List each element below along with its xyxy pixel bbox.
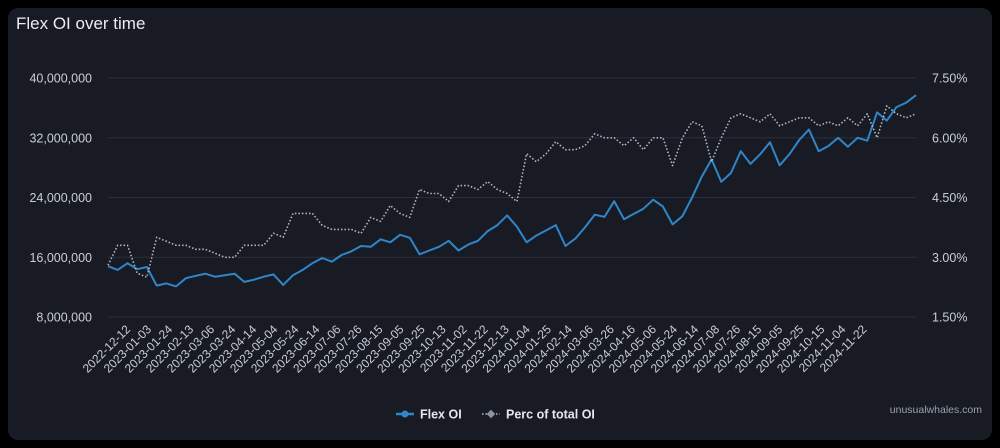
chart-title: Flex OI over time (16, 14, 146, 33)
y-right-tick-label: 1.50% (932, 311, 967, 325)
series-lines (107, 94, 917, 288)
legend-perc-label: Perc of total OI (506, 408, 595, 422)
chart-card (8, 8, 992, 440)
legend-perc-marker (486, 409, 496, 419)
y-axis-right: 1.50% 3.00% 4.50% 6.00% 7.50% (932, 72, 967, 325)
y-axis-left: 8,000,000 16,000,000 24,000,000 32,000,000 4… (29, 72, 92, 325)
y-right-tick-label: 3.00% (932, 251, 967, 265)
watermark: unusualwhales.com (889, 404, 982, 416)
y-left-tick-label: 8,000,000 (36, 311, 92, 325)
y-right-tick-label: 6.00% (932, 131, 967, 145)
series-perc-total-oi-line (107, 105, 917, 279)
legend-item-perc-total-oi[interactable]: Perc of total OI (482, 408, 595, 422)
y-right-tick-label: 4.50% (932, 191, 967, 205)
legend-item-flex-oi[interactable]: Flex OI (396, 408, 462, 422)
y-left-tick-label: 32,000,000 (29, 131, 92, 145)
grid-lines (108, 77, 916, 318)
y-left-tick-label: 16,000,000 (29, 251, 92, 265)
x-axis-ticks: 2022-12-122023-01-032023-01-242023-02-13… (80, 322, 870, 376)
y-right-tick-label: 7.50% (932, 72, 967, 86)
legend-flex-label: Flex OI (420, 408, 462, 422)
legend: Flex OI Perc of total OI (396, 408, 595, 422)
y-left-tick-label: 24,000,000 (29, 191, 92, 205)
y-left-tick-label: 40,000,000 (29, 72, 92, 86)
legend-flex-marker (401, 410, 409, 418)
series-flex-oi-line (107, 94, 917, 288)
